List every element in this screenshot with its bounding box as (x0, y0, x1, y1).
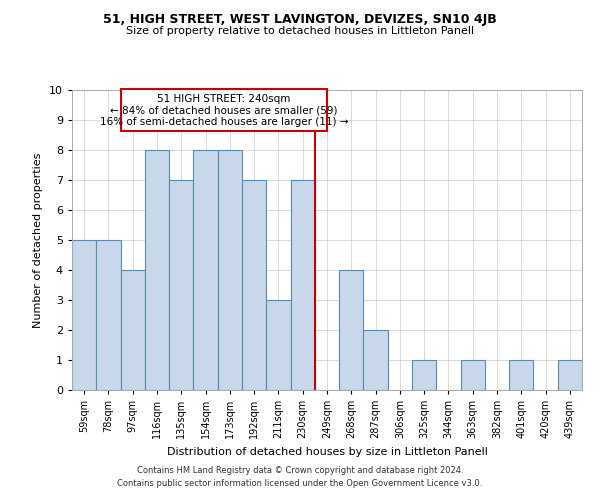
Bar (461, 360, 485, 390)
X-axis label: Distribution of detached houses by size in Littleton Panell: Distribution of detached houses by size … (167, 446, 487, 456)
Bar (509, 360, 533, 390)
Bar (266, 300, 290, 390)
Bar (242, 180, 266, 390)
Bar (121, 270, 145, 390)
Bar (121, 90, 327, 132)
Bar (412, 360, 436, 390)
Bar (218, 150, 242, 390)
Bar (145, 150, 169, 390)
Bar (193, 150, 218, 390)
Bar (96, 240, 121, 390)
Text: 51, HIGH STREET, WEST LAVINGTON, DEVIZES, SN10 4JB: 51, HIGH STREET, WEST LAVINGTON, DEVIZES… (103, 12, 497, 26)
Bar (72, 240, 96, 390)
Text: 51 HIGH STREET: 240sqm: 51 HIGH STREET: 240sqm (157, 94, 290, 104)
Bar (339, 270, 364, 390)
Bar (558, 360, 582, 390)
Bar (290, 180, 315, 390)
Y-axis label: Number of detached properties: Number of detached properties (34, 152, 43, 328)
Text: Contains HM Land Registry data © Crown copyright and database right 2024.
Contai: Contains HM Land Registry data © Crown c… (118, 466, 482, 487)
Text: 16% of semi-detached houses are larger (11) →: 16% of semi-detached houses are larger (… (100, 117, 348, 127)
Text: ← 84% of detached houses are smaller (59): ← 84% of detached houses are smaller (59… (110, 106, 338, 116)
Text: Size of property relative to detached houses in Littleton Panell: Size of property relative to detached ho… (126, 26, 474, 36)
Bar (364, 330, 388, 390)
Bar (169, 180, 193, 390)
